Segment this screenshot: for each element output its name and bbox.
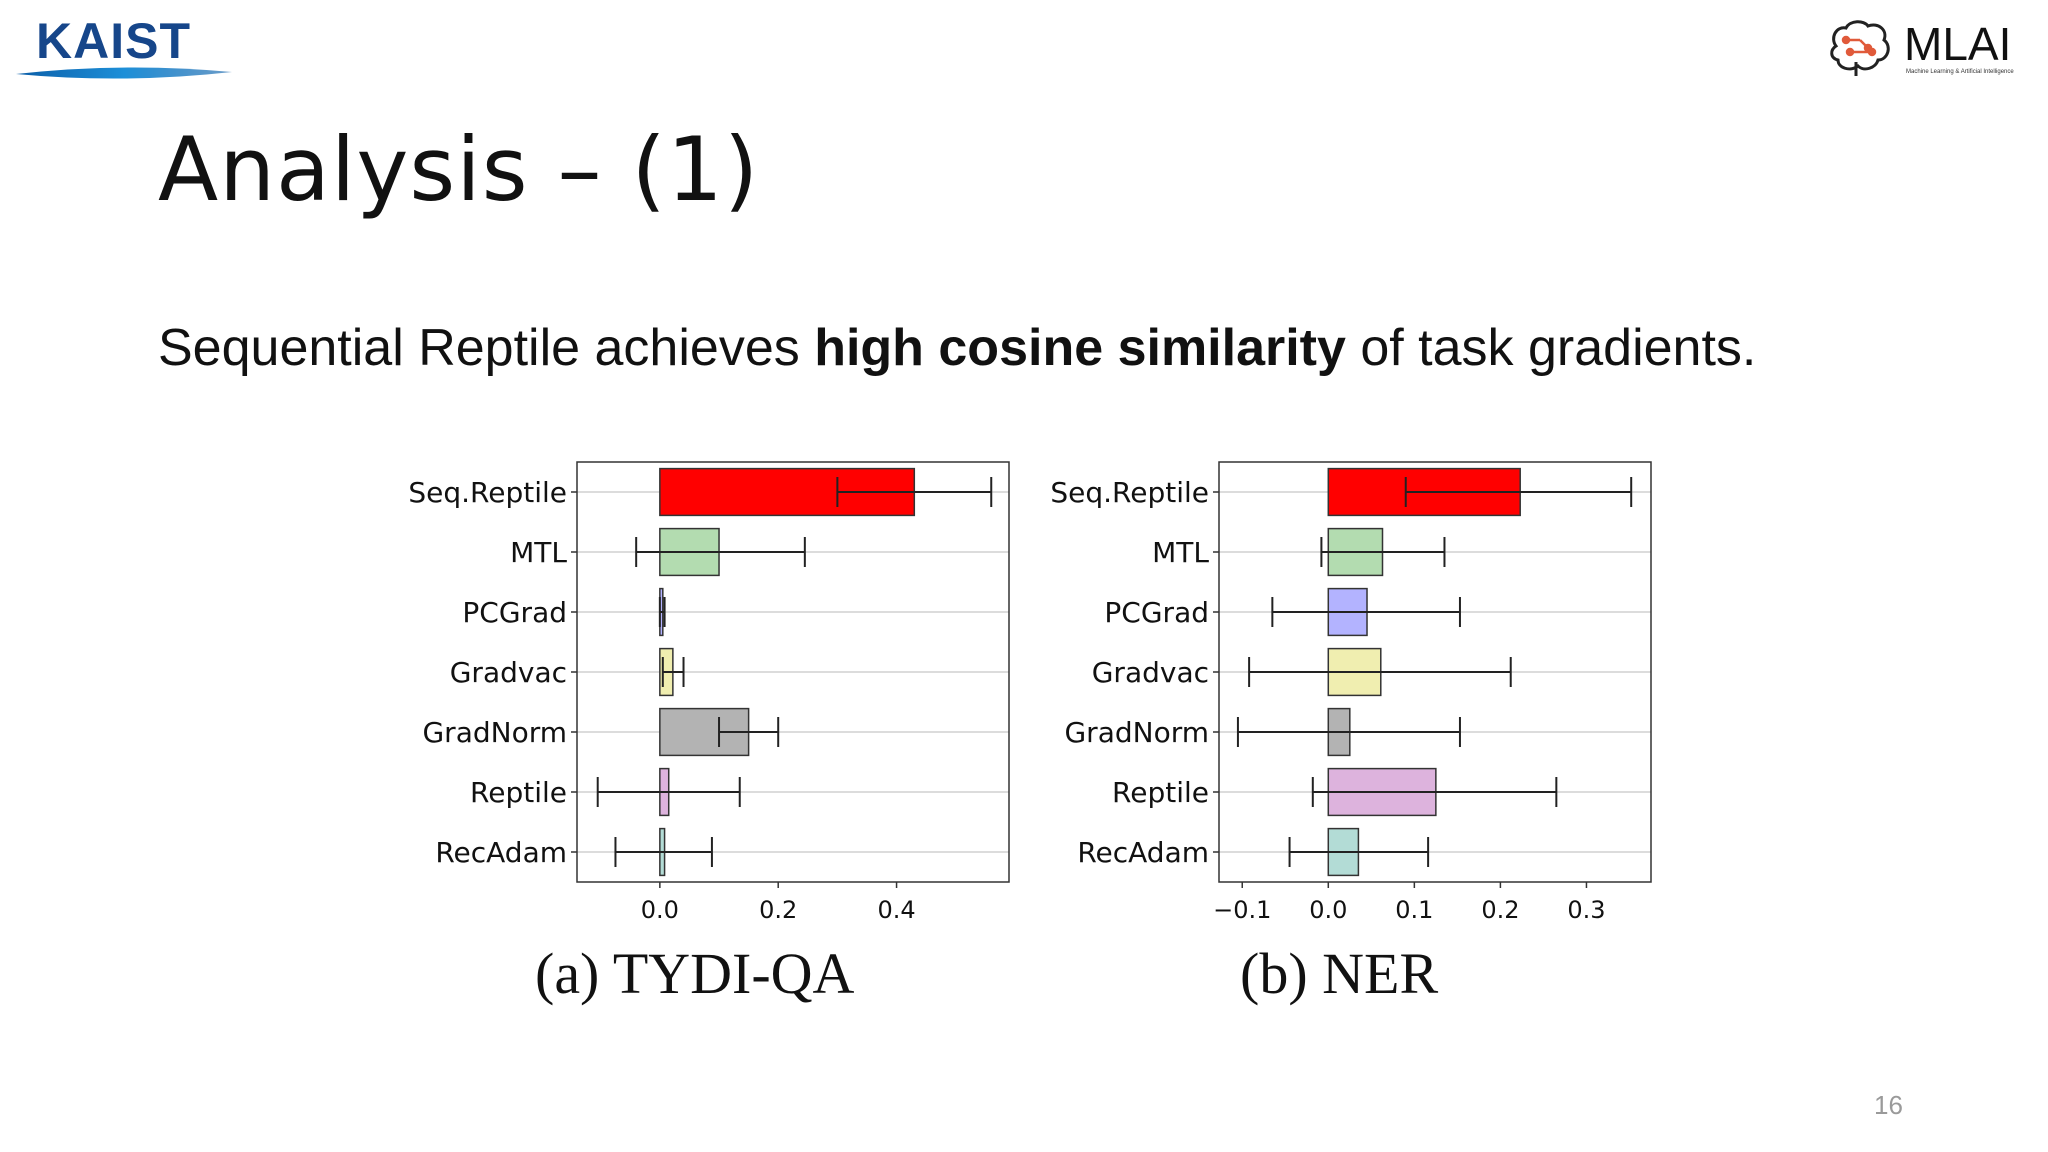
mlai-logo: MLAI Machine Learning & Artificial Intel… (1830, 18, 2014, 76)
y-tick-label: Seq.Reptile (1050, 476, 1209, 509)
error-bar-recadam (1288, 837, 1430, 867)
slide-subtitle: Sequential Reptile achieves high cosine … (158, 318, 1756, 378)
x-tick-label: 0.4 (877, 896, 915, 924)
y-tick-label: Gradvac (450, 656, 567, 689)
y-tick-label: GradNorm (1064, 716, 1209, 749)
subtitle-emphasis: high cosine similarity (814, 319, 1346, 377)
error-bar-reptile (596, 777, 741, 807)
y-tick-label: RecAdam (435, 836, 567, 869)
x-tick-label: 0.2 (1481, 896, 1519, 924)
y-tick-label: Reptile (1112, 776, 1209, 809)
mlai-logo-text: MLAI (1904, 18, 2011, 70)
x-tick-label: 0.0 (1309, 896, 1347, 924)
chart-ner: Seq.Reptile MTL PCGrad Gradvac GradNorm Repti… (1050, 461, 1652, 924)
error-bar-seq-reptile (836, 477, 993, 507)
error-bar-pcgrad (658, 597, 666, 627)
error-bar-gradvac (661, 657, 685, 687)
slide-title: Analysis – (1) (158, 118, 760, 221)
y-tick-label: Seq.Reptile (408, 476, 567, 509)
x-tick-label: 0.0 (641, 896, 679, 924)
error-bar-recadam (614, 837, 713, 867)
x-tick-label: −0.1 (1213, 896, 1271, 924)
caption-ner: (b) NER (1240, 941, 1439, 1006)
y-tick-label: PCGrad (462, 596, 567, 629)
x-tick-label: 0.2 (759, 896, 797, 924)
error-bar-seq-reptile (1404, 477, 1633, 507)
error-bar-reptile (1311, 777, 1558, 807)
error-bar-gradvac (1248, 657, 1512, 687)
y-tick-label: Reptile (470, 776, 567, 809)
circuit-icon (1841, 35, 1877, 57)
subtitle-pre: Sequential Reptile achieves (158, 319, 815, 377)
kaist-swoosh (16, 67, 232, 79)
error-bar-pcgrad (1271, 597, 1461, 627)
error-bar-gradnorm (1236, 717, 1461, 747)
y-tick-label: GradNorm (422, 716, 567, 749)
y-tick-label: Gradvac (1092, 656, 1209, 689)
kaist-logo: KAIST (16, 14, 232, 79)
y-tick-label: MTL (1152, 536, 1209, 569)
x-tick-label: 0.1 (1395, 896, 1433, 924)
page-number: 16 (1874, 1090, 1903, 1120)
error-bar-mtl (635, 537, 806, 567)
error-bar-gradnorm (718, 717, 780, 747)
y-tick-label: MTL (510, 536, 567, 569)
caption-tydi-qa: (a) TYDI-QA (535, 941, 855, 1006)
x-tick-label: 0.3 (1567, 896, 1605, 924)
chart-tydi-qa: Seq.Reptile MTL PCGrad Gradvac GradNorm Repti… (408, 461, 1010, 924)
y-tick-label: PCGrad (1104, 596, 1209, 629)
error-bar-mtl (1320, 537, 1446, 567)
y-tick-label: RecAdam (1077, 836, 1209, 869)
mlai-logo-tagline: Machine Learning & Artificial Intelligen… (1906, 69, 2014, 75)
brain-icon (1830, 20, 1890, 76)
subtitle-post: of task gradients. (1345, 319, 1757, 377)
kaist-logo-text: KAIST (36, 14, 191, 69)
